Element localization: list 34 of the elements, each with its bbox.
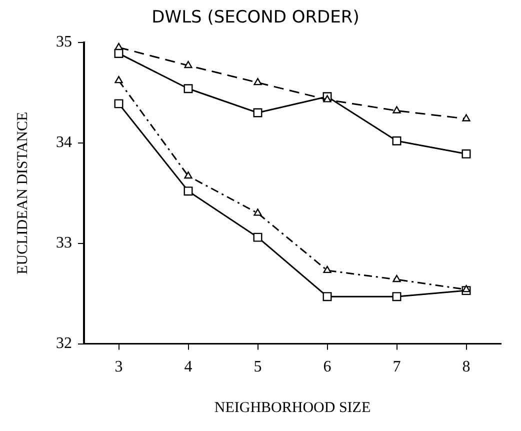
point	[114, 76, 123, 84]
x-tick-label: 4	[184, 358, 192, 376]
point	[184, 171, 192, 179]
chart-title: DWLS (SECOND ORDER)	[152, 8, 360, 28]
x-tick-label: 8	[462, 358, 470, 376]
point	[114, 42, 123, 50]
point	[392, 292, 402, 302]
point	[322, 292, 332, 302]
point	[254, 208, 262, 216]
point	[323, 266, 332, 274]
point	[392, 136, 402, 146]
point	[253, 232, 262, 242]
y-tick-label: 35	[56, 34, 72, 51]
point	[184, 84, 193, 94]
point	[462, 149, 471, 158]
x-tick-label: 6	[323, 358, 332, 376]
point	[254, 78, 262, 86]
x-tick-label: 7	[392, 358, 401, 376]
x-tick-label: 5	[254, 358, 262, 376]
y-axis-title: EUCLIDEAN DISTANCE	[14, 112, 31, 274]
point	[114, 99, 124, 108]
point	[253, 108, 262, 118]
point	[462, 284, 470, 292]
point	[184, 186, 193, 196]
point	[392, 274, 401, 282]
point	[323, 95, 332, 102]
point	[392, 106, 401, 114]
point	[184, 60, 192, 68]
x-tick-label: 3	[114, 358, 123, 376]
y-tick-label: 33	[56, 234, 72, 252]
point	[462, 114, 470, 122]
x-axis-title: NEIGHBORHOOD SIZE	[214, 400, 371, 416]
y-tick-label: 34	[56, 134, 72, 152]
y-tick-label: 32	[56, 335, 72, 352]
